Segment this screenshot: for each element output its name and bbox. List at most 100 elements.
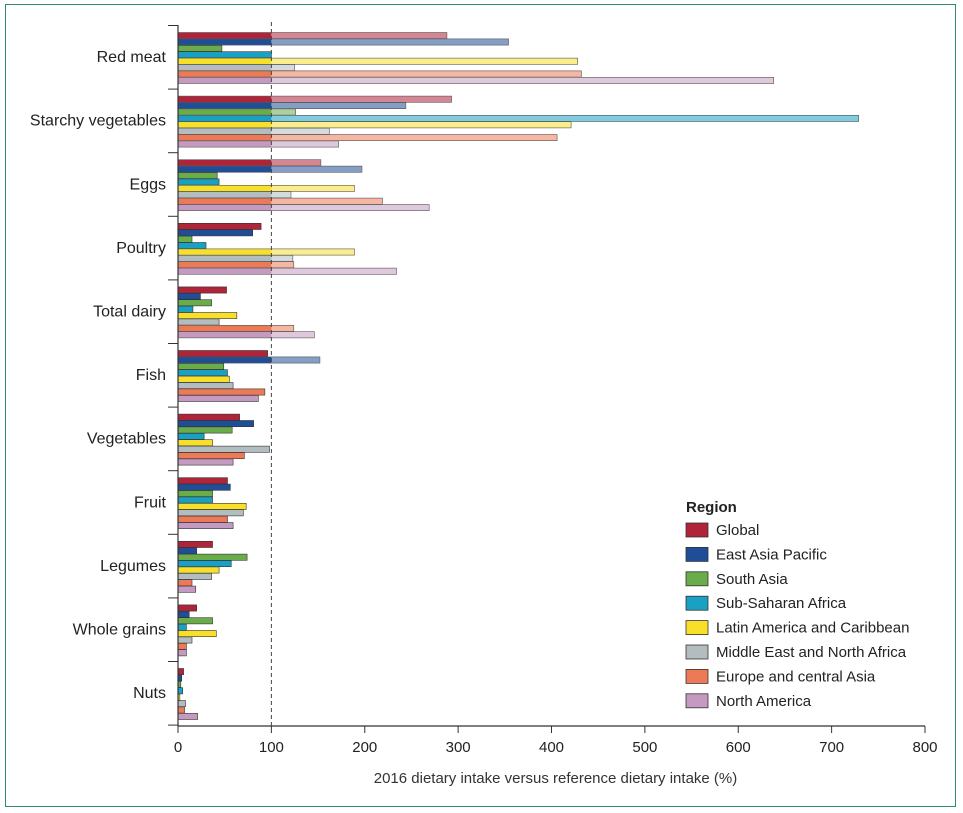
bar-vegetables-middle-east-and-north-africa <box>177 445 270 453</box>
bar-starchy-vegetables-latin-america-and-caribbean-solid <box>178 121 272 128</box>
bar-poultry-latin-america-and-caribbean-excess <box>271 248 355 256</box>
bar-vegetables-europe-and-central-asia <box>177 452 245 459</box>
bar-starchy-vegetables-south-asia-excess <box>271 108 296 116</box>
bar-fruit-middle-east-and-north-africa <box>177 509 244 517</box>
x-tick-label-400: 400 <box>539 739 564 756</box>
bar-starchy-vegetables-europe-and-central-asia-solid <box>178 134 272 141</box>
bar-nuts-global <box>177 668 184 675</box>
legend-swatch-south-asia <box>685 571 709 587</box>
bar-fish-south-asia <box>177 362 225 370</box>
bar-eggs-north-america-solid <box>178 204 272 211</box>
bar-eggs-global-solid <box>178 159 272 166</box>
bar-red-meat-latin-america-and-caribbean-solid <box>178 58 272 65</box>
category-label-fruit: Fruit <box>134 494 167 511</box>
bar-vegetables-latin-america-and-caribbean <box>177 439 213 447</box>
bar-red-meat-east-asia-pacific-excess <box>271 38 509 46</box>
bar-whole-grains-sub-saharan-africa <box>177 623 187 631</box>
bar-total-dairy-south-asia <box>177 299 212 307</box>
bar-fish-latin-america-and-caribbean <box>177 375 230 383</box>
bar-red-meat-north-america-solid <box>178 77 272 84</box>
category-label-eggs: Eggs <box>130 176 166 193</box>
bar-poultry-europe-and-central-asia-excess <box>271 261 294 268</box>
category-label-starchy-vegetables: Starchy vegetables <box>30 113 166 130</box>
bar-whole-grains-middle-east-and-north-africa <box>177 636 193 644</box>
bar-total-dairy-north-america-excess <box>271 331 315 338</box>
bar-red-meat-middle-east-and-north-africa-excess <box>271 64 295 71</box>
bar-starchy-vegetables-east-asia-pacific-solid <box>178 102 272 109</box>
bar-total-dairy-global <box>177 286 227 294</box>
legend-swatch-latin-america-and-caribbean <box>685 620 709 635</box>
bar-poultry-middle-east-and-north-africa-solid <box>178 255 272 262</box>
bar-starchy-vegetables-south-asia-solid <box>178 108 272 116</box>
bar-eggs-north-america-excess <box>271 204 430 211</box>
bar-whole-grains-north-america <box>177 649 187 657</box>
bar-eggs-east-asia-pacific-excess <box>271 166 362 173</box>
legend-label-global: Global <box>716 522 759 539</box>
bar-red-meat-middle-east-and-north-africa-solid <box>178 64 272 71</box>
x-tick-label-200: 200 <box>352 739 377 756</box>
bar-eggs-middle-east-and-north-africa-excess <box>271 191 291 198</box>
bar-starchy-vegetables-north-america-solid <box>178 140 272 148</box>
category-label-poultry: Poultry <box>116 240 166 257</box>
bar-legumes-middle-east-and-north-africa <box>177 572 212 580</box>
x-axis-title: 2016 dietary intake versus reference die… <box>374 770 738 787</box>
bar-poultry-global <box>177 223 262 230</box>
bar-poultry-europe-and-central-asia-solid <box>178 261 272 268</box>
bar-fish-east-asia-pacific-excess <box>271 356 320 364</box>
bar-poultry-sub-saharan-africa <box>177 242 207 249</box>
bar-legumes-south-asia <box>177 553 248 561</box>
bar-red-meat-global-solid <box>178 32 272 39</box>
bar-eggs-south-asia <box>177 172 218 179</box>
bar-eggs-latin-america-and-caribbean-solid <box>178 185 272 192</box>
bar-legumes-north-america <box>177 585 197 593</box>
bar-starchy-vegetables-middle-east-and-north-africa-excess <box>271 128 330 135</box>
bar-red-meat-south-asia <box>177 44 223 52</box>
bar-poultry-latin-america-and-caribbean-solid <box>178 248 272 256</box>
bar-poultry-middle-east-and-north-africa-excess <box>271 255 293 262</box>
bar-fruit-global <box>177 477 228 485</box>
bar-eggs-latin-america-and-caribbean-excess <box>271 185 355 192</box>
bar-legumes-sub-saharan-africa <box>177 560 232 567</box>
bar-starchy-vegetables-global-excess <box>271 96 452 103</box>
bar-fish-europe-and-central-asia <box>177 388 266 396</box>
category-label-whole-grains: Whole grains <box>73 622 166 639</box>
legend-label-middle-east-and-north-africa: Middle East and North Africa <box>716 644 907 661</box>
bar-vegetables-south-asia <box>177 426 233 434</box>
bar-whole-grains-east-asia-pacific <box>177 610 190 618</box>
bar-fish-north-america <box>177 394 259 402</box>
bar-red-meat-europe-and-central-asia-solid <box>178 70 272 78</box>
legend-swatch-europe-and-central-asia <box>685 669 709 684</box>
legend-title: Region <box>686 499 737 516</box>
bar-red-meat-sub-saharan-africa <box>177 51 272 59</box>
legend-swatch-sub-saharan-africa <box>685 595 709 611</box>
bar-total-dairy-middle-east-and-north-africa <box>177 318 220 326</box>
bar-nuts-middle-east-and-north-africa <box>177 700 186 707</box>
bar-fish-middle-east-and-north-africa <box>177 382 234 389</box>
bar-starchy-vegetables-latin-america-and-caribbean-excess <box>271 121 572 128</box>
x-tick-label-800: 800 <box>912 739 937 756</box>
bar-vegetables-north-america <box>177 458 234 466</box>
bar-eggs-europe-and-central-asia-solid <box>178 198 272 205</box>
bar-fish-east-asia-pacific-solid <box>178 356 272 364</box>
bar-total-dairy-europe-and-central-asia-solid <box>178 325 272 332</box>
bar-starchy-vegetables-europe-and-central-asia-excess <box>271 134 558 141</box>
bar-total-dairy-latin-america-and-caribbean <box>177 312 238 319</box>
bar-legumes-global <box>177 540 213 548</box>
x-tick-label-700: 700 <box>819 739 844 756</box>
category-label-vegetables: Vegetables <box>87 431 166 448</box>
bar-vegetables-sub-saharan-africa <box>177 432 205 440</box>
bar-whole-grains-south-asia <box>177 617 213 625</box>
bar-total-dairy-east-asia-pacific <box>177 292 201 300</box>
chart-frame <box>5 4 956 807</box>
bar-red-meat-north-america-excess <box>271 77 774 84</box>
bar-whole-grains-europe-and-central-asia <box>177 642 187 650</box>
category-label-nuts: Nuts <box>133 685 166 702</box>
bar-total-dairy-north-america-solid <box>178 331 272 338</box>
legend-label-east-asia-pacific: East Asia Pacific <box>716 546 827 563</box>
x-tick-label-300: 300 <box>446 739 471 756</box>
bar-total-dairy-europe-and-central-asia-excess <box>271 325 294 332</box>
bar-eggs-middle-east-and-north-africa-solid <box>178 191 272 198</box>
bar-starchy-vegetables-global-solid <box>178 96 272 103</box>
bar-whole-grains-latin-america-and-caribbean <box>177 630 217 637</box>
